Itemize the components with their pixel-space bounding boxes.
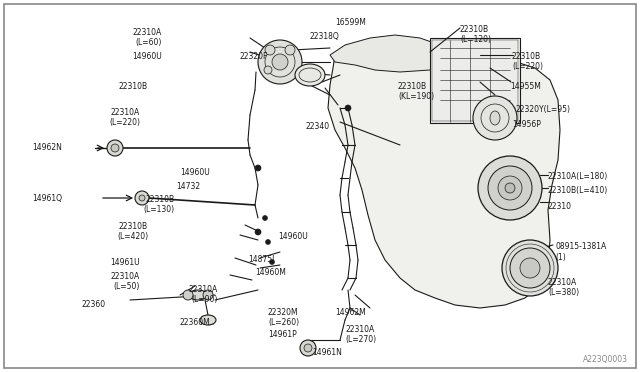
Text: 14962N: 14962N — [32, 144, 62, 153]
Text: (L=130): (L=130) — [144, 205, 175, 214]
Text: (L=60): (L=60) — [136, 38, 162, 47]
Circle shape — [139, 195, 145, 201]
Text: 22310A: 22310A — [132, 28, 162, 37]
Circle shape — [107, 140, 123, 156]
Circle shape — [304, 344, 312, 352]
Text: 22310A: 22310A — [111, 272, 140, 281]
Text: 14875J: 14875J — [248, 255, 275, 264]
Text: 22310B: 22310B — [460, 25, 489, 34]
Bar — [430, 38, 520, 123]
Circle shape — [269, 260, 275, 264]
Ellipse shape — [189, 290, 207, 300]
Circle shape — [345, 105, 351, 111]
Text: 14732: 14732 — [176, 182, 200, 191]
Text: 22320Y(L=95): 22320Y(L=95) — [515, 105, 570, 114]
Circle shape — [183, 290, 193, 300]
Text: 14955M: 14955M — [510, 82, 541, 91]
Text: 22310A: 22310A — [345, 325, 374, 334]
Text: 22340: 22340 — [306, 122, 330, 131]
Circle shape — [502, 240, 558, 296]
Text: 22310A: 22310A — [111, 108, 140, 117]
Circle shape — [478, 156, 542, 220]
Text: (L=420): (L=420) — [117, 232, 148, 241]
Text: (L=50): (L=50) — [114, 282, 140, 291]
Ellipse shape — [200, 315, 216, 325]
Text: (L=380): (L=380) — [548, 288, 579, 297]
Text: 14956P: 14956P — [512, 120, 541, 129]
Circle shape — [473, 96, 517, 140]
Circle shape — [300, 340, 316, 356]
Text: 22310B: 22310B — [119, 222, 148, 231]
Text: 14960M: 14960M — [255, 268, 286, 277]
Text: (L=120): (L=120) — [460, 35, 491, 44]
Circle shape — [203, 290, 213, 300]
Text: 22310B(L=410): 22310B(L=410) — [548, 186, 608, 195]
Text: (KL=190): (KL=190) — [398, 92, 434, 101]
Text: 22310B: 22310B — [398, 82, 427, 91]
Text: 22320F: 22320F — [239, 52, 268, 61]
Polygon shape — [328, 45, 560, 308]
Text: A223Q0003: A223Q0003 — [583, 355, 628, 364]
Circle shape — [135, 191, 149, 205]
Circle shape — [488, 166, 532, 210]
Text: 14961Q: 14961Q — [32, 193, 62, 202]
Text: 16599M: 16599M — [335, 18, 366, 27]
Text: (L=260): (L=260) — [268, 318, 299, 327]
Circle shape — [255, 165, 261, 171]
Circle shape — [266, 240, 271, 244]
Circle shape — [111, 144, 119, 152]
Text: 22310B: 22310B — [146, 195, 175, 204]
Circle shape — [520, 258, 540, 278]
Text: 14961U: 14961U — [110, 258, 140, 267]
Text: 22310B: 22310B — [512, 52, 541, 61]
Text: 22310: 22310 — [548, 202, 572, 211]
Text: 22310A(L=180): 22310A(L=180) — [548, 172, 608, 181]
Text: 14960U: 14960U — [278, 232, 308, 241]
Text: 14960U: 14960U — [180, 168, 210, 177]
Text: 14962M: 14962M — [335, 308, 365, 317]
Text: 22320M: 22320M — [268, 308, 299, 317]
Circle shape — [510, 248, 550, 288]
Circle shape — [498, 176, 522, 200]
Circle shape — [265, 45, 275, 55]
Ellipse shape — [490, 111, 500, 125]
Text: 22360M: 22360M — [180, 318, 211, 327]
Circle shape — [262, 215, 268, 221]
Text: 22310A: 22310A — [548, 278, 577, 287]
Text: 14960U: 14960U — [132, 52, 162, 61]
Text: (L=220): (L=220) — [109, 118, 140, 127]
Text: (L=90): (L=90) — [191, 295, 218, 304]
Circle shape — [255, 229, 261, 235]
Circle shape — [264, 66, 272, 74]
Text: (1): (1) — [555, 253, 566, 262]
Polygon shape — [330, 35, 455, 72]
Text: 14961N: 14961N — [312, 348, 342, 357]
Circle shape — [285, 45, 295, 55]
Text: 22310B: 22310B — [119, 82, 148, 91]
Text: (L=220): (L=220) — [512, 62, 543, 71]
Text: 22360: 22360 — [82, 300, 106, 309]
Circle shape — [505, 183, 515, 193]
Text: 08915-1381A: 08915-1381A — [555, 242, 606, 251]
Text: 22310A: 22310A — [189, 285, 218, 294]
Circle shape — [258, 40, 302, 84]
Text: (L=270): (L=270) — [345, 335, 376, 344]
Text: 22318Q: 22318Q — [310, 32, 340, 41]
Ellipse shape — [295, 64, 325, 86]
Circle shape — [272, 54, 288, 70]
Text: 14961P: 14961P — [268, 330, 297, 339]
Bar — [432, 40, 518, 121]
